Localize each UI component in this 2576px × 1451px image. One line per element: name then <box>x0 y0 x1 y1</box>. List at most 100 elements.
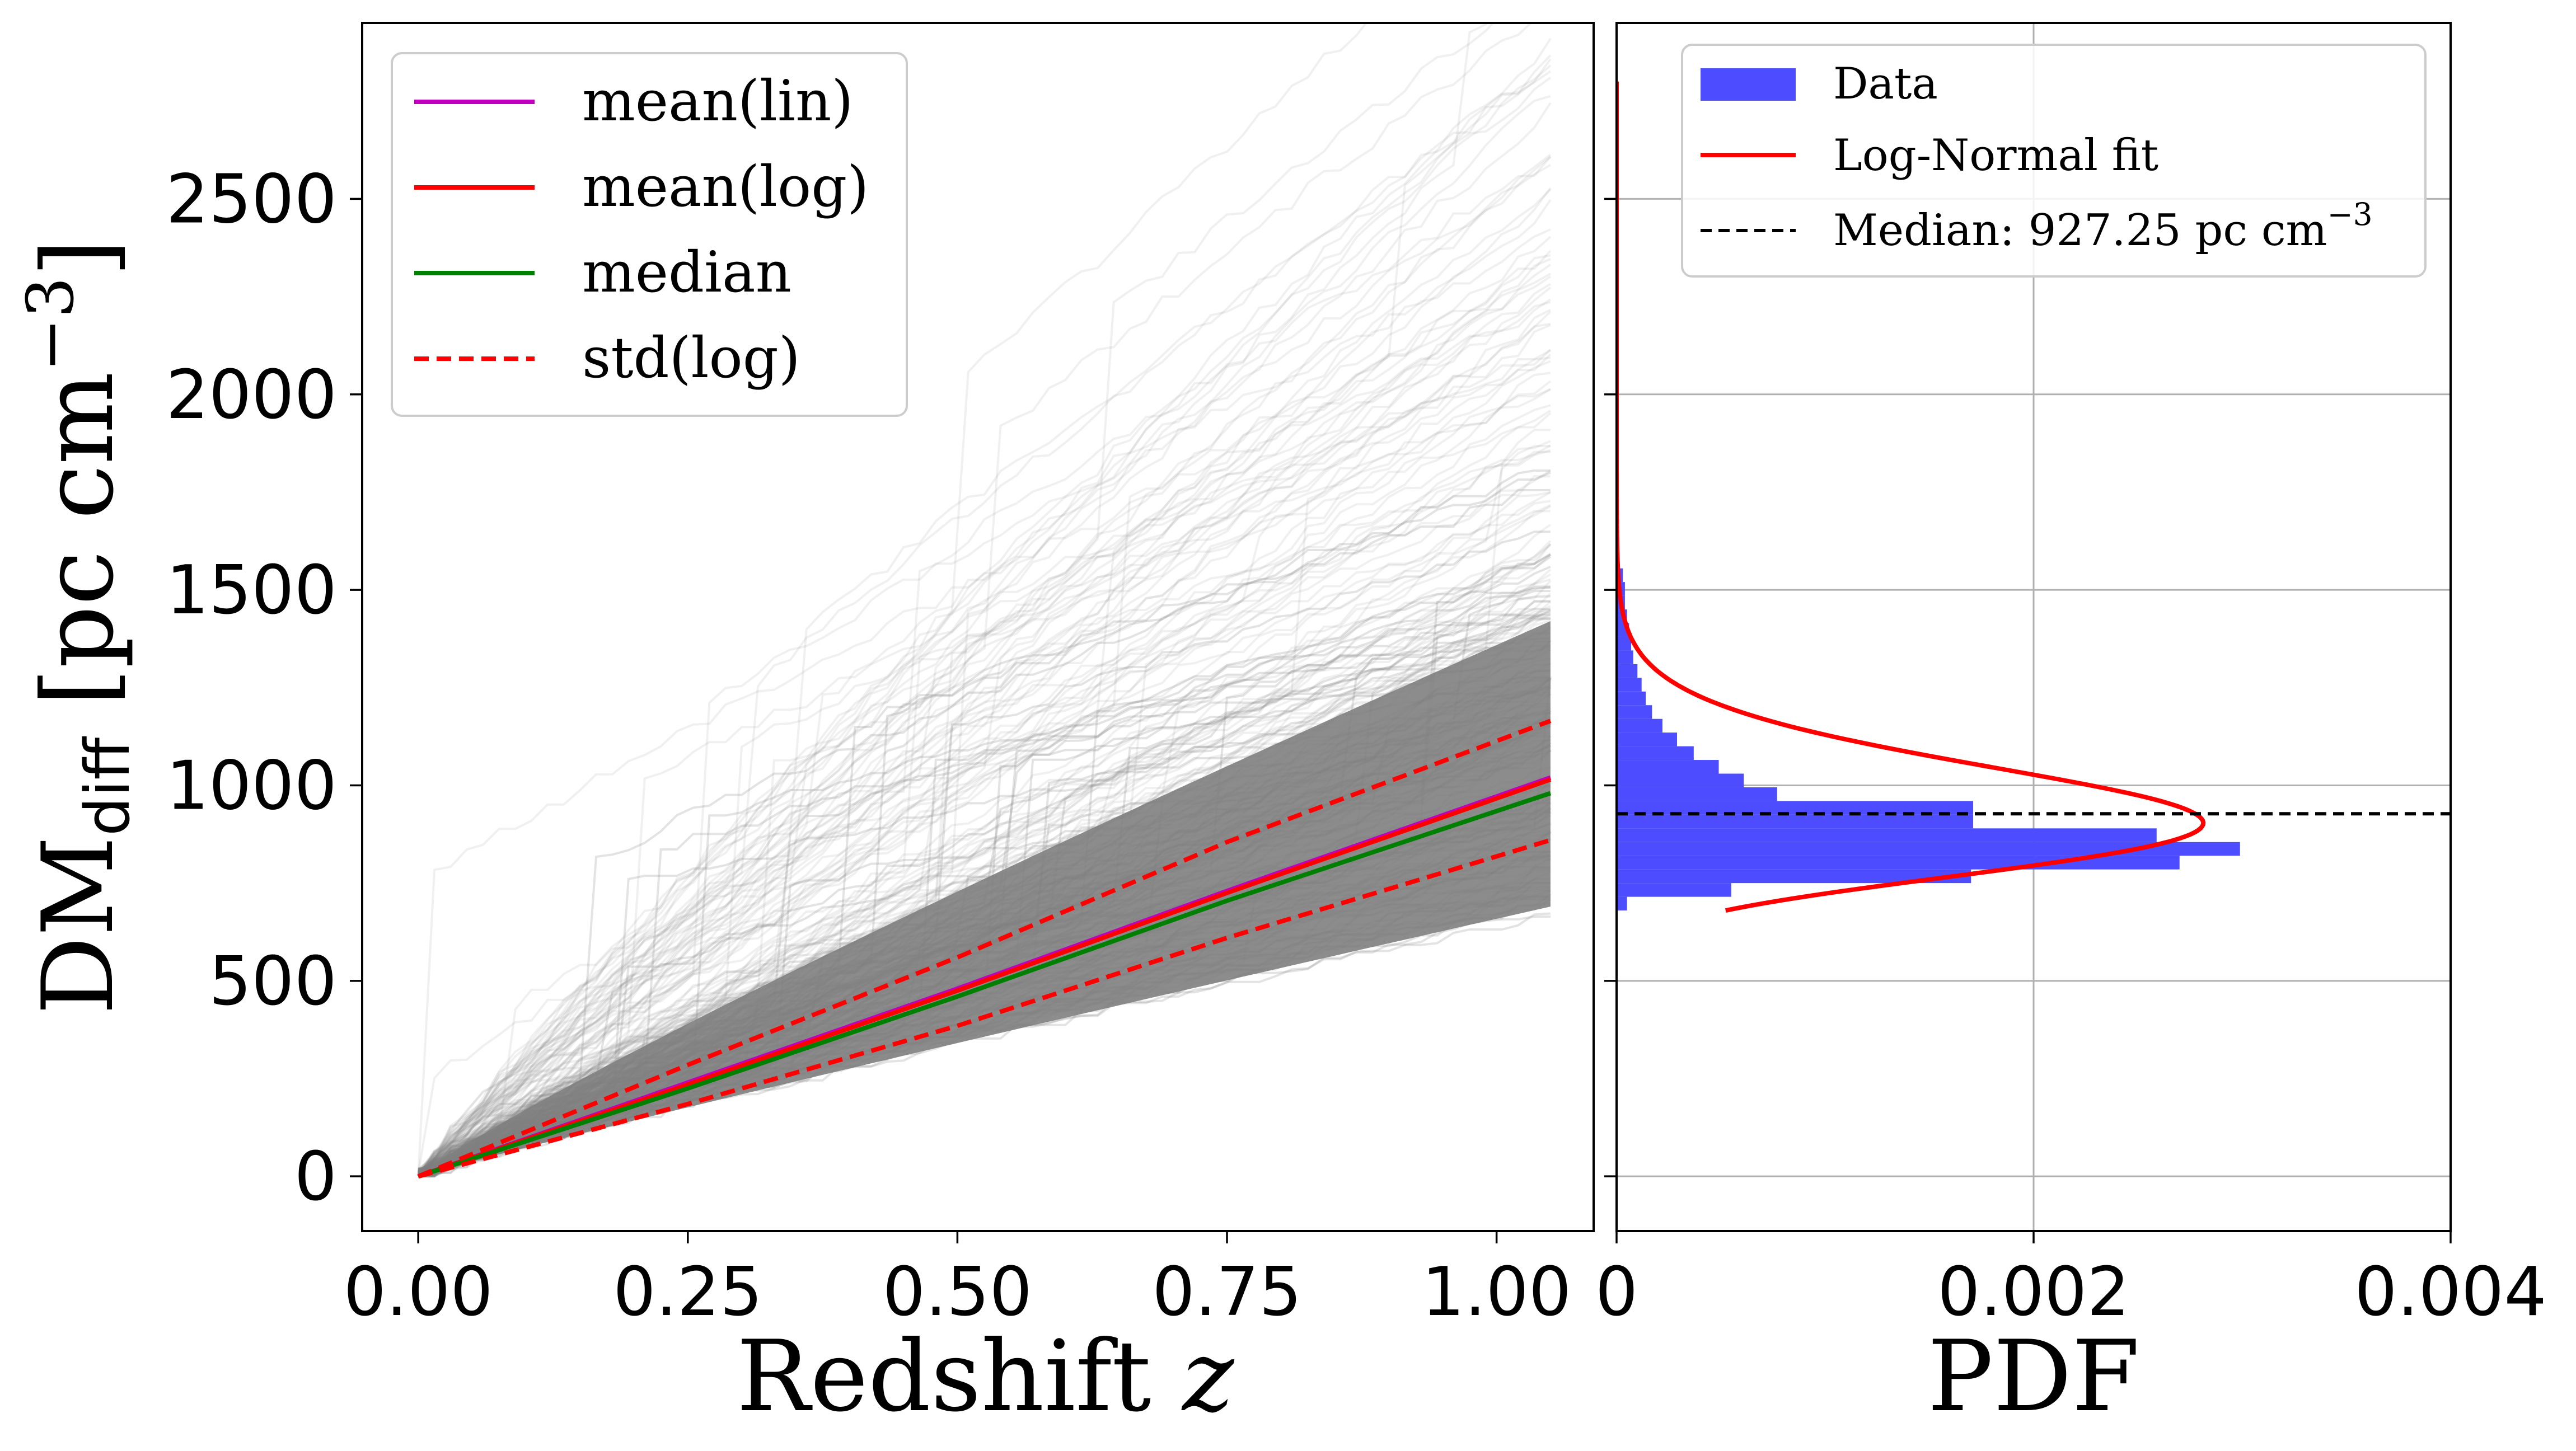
realization-line <box>417 236 1552 1177</box>
left-x-tick-label: 0.50 <box>883 1253 1032 1331</box>
realization-line <box>417 543 1552 1177</box>
left-y-tick-label: 2500 <box>166 161 337 238</box>
realization-line <box>418 543 1552 1172</box>
left-panel: 0.00 0.25 0.50 0.75 1.00 0 500 1000 1500 2000 250… <box>13 22 1595 1434</box>
histogram-bar <box>1617 705 1652 719</box>
histogram <box>1617 568 2240 911</box>
realization-line <box>417 404 1551 1177</box>
realization-line <box>418 275 1552 1172</box>
realization-line <box>418 584 1551 1173</box>
realization-line <box>417 38 1552 1176</box>
left-legend-box <box>391 52 908 417</box>
realization-line <box>417 349 1552 1177</box>
right-legend: Data Log-Normal fit Median: 927.25 pc cm… <box>1681 44 2427 278</box>
realization-line <box>417 600 1552 1177</box>
realization-line <box>418 322 1551 1176</box>
histogram-bar <box>1617 678 1642 692</box>
legend-label-mean-log: mean(log) <box>582 154 869 219</box>
realization-line <box>418 523 1552 1175</box>
realization-line <box>417 440 1551 1177</box>
realization-line <box>417 163 1551 1177</box>
left-y-tick-label: 1000 <box>166 747 337 825</box>
left-y-ticks: 0 500 1000 1500 2000 2500 <box>166 161 362 1216</box>
realization-line <box>417 95 1551 1177</box>
realization-line <box>417 356 1551 1177</box>
legend-label-mean-lin: mean(lin) <box>582 68 853 134</box>
realization-line <box>418 552 1551 1178</box>
series-mean-log- <box>417 777 1552 1178</box>
realization-line <box>417 199 1552 1177</box>
realization-line <box>417 64 1552 1177</box>
histogram-bar <box>1617 773 1744 787</box>
left-y-tick-label: 1500 <box>166 552 337 630</box>
realization-line <box>418 543 1552 1170</box>
right-x-ticks: 0 0.002 0.004 <box>1595 1231 2547 1331</box>
realization-line <box>417 264 1552 1177</box>
realization-line <box>417 156 1552 1177</box>
realization-line <box>417 372 1551 1173</box>
realization-line <box>417 504 1551 1176</box>
left-x-tick-label: 0.00 <box>344 1253 493 1331</box>
histogram-bar <box>1617 787 1777 801</box>
legend-label-median: median <box>582 240 791 305</box>
histogram-bar <box>1617 814 1973 829</box>
realization-line <box>417 311 1552 1177</box>
left-x-tick-label: 0.75 <box>1152 1253 1301 1331</box>
realization-line <box>417 388 1551 1177</box>
realization-line <box>417 250 1552 1177</box>
right-x-tick-label: 0.002 <box>1937 1253 2130 1331</box>
legend-label-fit: Log-Normal fit <box>1833 130 2158 181</box>
realization-line <box>418 510 1551 1177</box>
left-x-tick-label: 0.25 <box>613 1253 762 1331</box>
realization-line <box>417 353 1552 1175</box>
histogram-bar <box>1617 636 1632 651</box>
series-std-log-lower <box>418 838 1552 1179</box>
realization-line <box>417 287 1552 1177</box>
right-legend-box <box>1681 44 2427 278</box>
histogram-bar <box>1617 828 2157 842</box>
realization-line <box>418 301 1551 1175</box>
realization-line <box>417 412 1552 1175</box>
realization-line <box>417 228 1551 1177</box>
realization-line <box>418 580 1552 1172</box>
histogram-bar <box>1617 691 1646 706</box>
realization-line <box>417 323 1551 1177</box>
histogram-bar <box>1617 883 1731 897</box>
realization-line <box>417 349 1551 1176</box>
histogram-bar <box>1617 896 1627 911</box>
realization-line <box>417 360 1551 1177</box>
background-realizations <box>417 23 1552 1178</box>
right-panel: 0 0.002 0.004 PDF Data Log-Normal fit Medi… <box>1595 22 2547 1434</box>
realization-line <box>417 70 1552 1175</box>
realization-line <box>418 491 1551 1177</box>
realization-line <box>417 553 1552 1177</box>
summary-series <box>417 719 1552 1179</box>
realization-line <box>417 54 1552 1177</box>
legend-label-data: Data <box>1833 59 1938 109</box>
realization-line <box>417 298 1552 1177</box>
left-y-tick-label: 500 <box>209 943 337 1021</box>
realization-line <box>417 505 1551 1177</box>
histogram-bar <box>1617 760 1719 774</box>
realization-line <box>417 258 1551 1177</box>
realization-line <box>417 573 1551 1177</box>
realization-line <box>417 308 1551 1177</box>
realization-line <box>418 23 1495 1173</box>
left-y-tick-label: 2000 <box>166 356 337 434</box>
realization-line <box>417 23 1533 1170</box>
left-x-axis-label: Redshift z <box>737 1320 1235 1434</box>
realization-line <box>417 444 1551 1173</box>
right-y-ticks <box>1604 198 1617 1177</box>
realization-line <box>418 102 1552 1172</box>
realization-line <box>417 283 1551 1177</box>
left-x-tick-label: 1.00 <box>1422 1253 1571 1331</box>
realization-line <box>417 23 1488 1177</box>
right-x-tick-label: 0.004 <box>2354 1253 2547 1331</box>
realization-line <box>418 429 1551 1170</box>
histogram-bar <box>1617 801 1973 815</box>
realization-line <box>417 380 1552 1175</box>
realization-line <box>418 611 1551 1171</box>
realization-line <box>418 188 1552 1173</box>
legend-label-std-log: std(log) <box>582 325 800 391</box>
